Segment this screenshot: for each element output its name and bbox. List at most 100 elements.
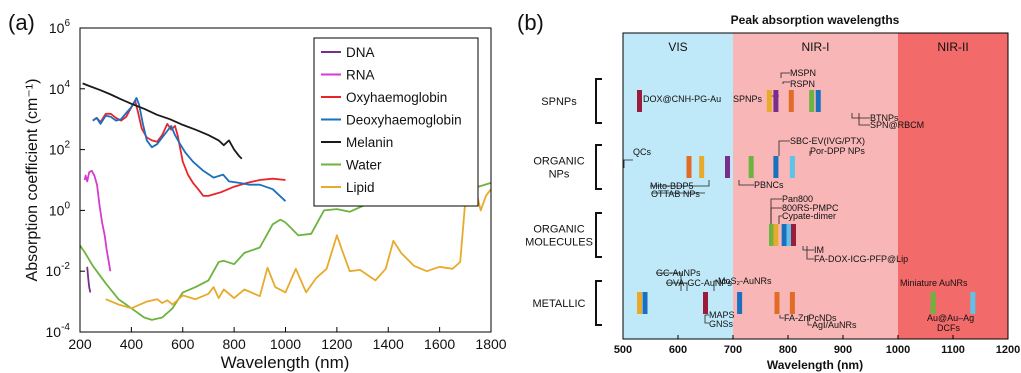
wavelength-bar — [642, 292, 648, 314]
annotation-label: Cypate-dimer — [782, 211, 836, 221]
category-label: ORGANIC NPs — [533, 156, 584, 181]
x-tick-label: 700 — [724, 344, 742, 356]
category-bracket — [595, 78, 602, 124]
panel-b-wavelength-bands: VIS NIR-I NIR-II — [623, 33, 1008, 339]
annotation-label: PBNCs — [754, 180, 784, 190]
wavelength-bar — [809, 90, 815, 112]
x-tick-label: 900 — [834, 344, 852, 356]
category-label: METALLIC — [533, 298, 586, 310]
legend-box — [313, 37, 479, 207]
x-tick-label: 200 — [68, 336, 92, 352]
wavelength-bar — [789, 156, 795, 178]
wavelength-bar — [773, 156, 779, 178]
legend-label: RNA — [346, 68, 375, 83]
legend-label: Melanin — [346, 135, 393, 150]
y-tick-label: 102 — [49, 140, 71, 158]
legend-label: Lipid — [346, 180, 375, 195]
annotation-label: Au@Au–Ag — [927, 313, 974, 323]
wavelength-bar — [699, 156, 705, 178]
x-tick-label: 1200 — [996, 344, 1020, 356]
category-bracket — [595, 280, 602, 326]
category-bracket — [595, 212, 602, 258]
annotation-label: SBC-EV(IVG/PTX) — [790, 136, 865, 146]
legend-label: Oxyhaemoglobin — [346, 90, 447, 105]
band-nir-i — [733, 33, 898, 339]
annotation-label: OVA-GC-AuNPs — [666, 278, 732, 288]
annotation-label: SPNPs — [733, 94, 763, 104]
x-tick-label: 1600 — [424, 336, 455, 352]
annotation-label: GC-AuNPs — [656, 268, 701, 278]
wavelength-bar — [769, 224, 774, 246]
annotation-label: Pan800 — [782, 194, 813, 204]
annotation-label: BTNPs — [870, 113, 899, 123]
series-line-deoxyhaemoglobin — [92, 97, 287, 202]
panel-a-y-axis-label: Absorption coefficient (cm⁻¹) — [24, 79, 41, 282]
wavelength-bar — [637, 90, 642, 112]
wavelength-bar — [725, 156, 730, 178]
band-label: NIR-II — [937, 40, 968, 54]
wavelength-bar — [686, 156, 692, 178]
annotation-label: Miniature AuNRs — [900, 278, 968, 288]
x-tick-label: 400 — [120, 336, 144, 352]
wavelength-bar — [774, 292, 780, 314]
y-tick-label: 104 — [49, 79, 71, 97]
wavelength-bar — [815, 90, 821, 112]
wavelength-bar — [737, 292, 743, 314]
wavelength-bar — [789, 292, 795, 314]
annotation-label: Mito-BDP5 — [650, 181, 694, 191]
annotation-label: IM — [814, 245, 824, 255]
category-bracket — [595, 144, 602, 190]
annotation-label: FA-ZnPcNDs — [784, 313, 837, 323]
wavelength-bar — [786, 224, 792, 246]
series-line-dna — [86, 266, 92, 293]
category-label: SPNPs — [541, 96, 577, 108]
wavelength-bar — [637, 292, 642, 314]
series-line-oxyhaemoglobin — [92, 100, 286, 197]
x-tick-label: 600 — [171, 336, 195, 352]
panel-b: (b) Peak absorption wavelengths VIS NIR-I… — [517, 10, 1020, 372]
panel-b-bars — [637, 90, 976, 314]
panel-a-x-ticks: 200 400 600 800 1000 1200 1400 1600 1800 — [68, 327, 507, 352]
panel-a-y-ticks: 106 104 102 100 10-2 10-4 — [46, 18, 85, 340]
band-nir-ii — [898, 33, 1008, 339]
annotation-label: GNSs — [709, 319, 734, 329]
panel-b-title: Peak absorption wavelengths — [731, 13, 900, 27]
y-tick-label: 10-2 — [46, 261, 71, 279]
x-tick-label: 1000 — [270, 336, 301, 352]
band-label: VIS — [668, 40, 687, 54]
wavelength-bar — [748, 156, 754, 178]
wavelength-bar — [930, 292, 936, 314]
x-tick-label: 1200 — [321, 336, 352, 352]
panel-b-annotation-labels: DOX@CNH-PG-Au SPNPs MSPN RSPN BTNPs SPN@… — [633, 68, 974, 333]
y-tick-label: 106 — [49, 18, 71, 36]
x-tick-label: 1800 — [475, 336, 506, 352]
series-line-melanin — [82, 82, 243, 160]
annotation-label: AgI/AuNRs — [812, 320, 857, 330]
annotation-label: DCFs — [937, 323, 960, 333]
panel-b-label: (b) — [517, 10, 544, 35]
x-tick-label: 1000 — [886, 344, 910, 356]
wavelength-bar — [791, 224, 796, 246]
panel-b-x-axis-label: Wavelength (nm) — [767, 358, 863, 372]
annotation-label: 800RS-PMPC — [782, 203, 839, 213]
wavelength-bar — [788, 90, 794, 112]
x-tick-label: 1100 — [941, 344, 965, 356]
x-tick-label: 600 — [669, 344, 687, 356]
panel-b-plot-frame — [622, 32, 1009, 340]
wavelength-bar — [773, 90, 779, 112]
series-line-rna — [83, 169, 112, 272]
annotation-label: FA-DOX-ICG-PFP@Lip — [814, 254, 908, 264]
band-label: NIR-I — [802, 40, 830, 54]
category-label: ORGANIC MOLECULES — [525, 224, 593, 249]
panel-a-label: (a) — [8, 10, 35, 35]
wavelength-bar — [766, 90, 772, 112]
series-line-lipid — [105, 179, 492, 310]
y-tick-label: 100 — [49, 200, 71, 218]
annotation-label: OTTAB NPs — [651, 189, 700, 199]
wavelength-bar — [781, 224, 787, 246]
legend-label: Deoxyhaemoglobin — [346, 113, 462, 128]
annotation-label: SPN@RBCM — [870, 120, 924, 130]
annotation-label: RSPN — [790, 79, 815, 89]
panel-a-x-axis-label: Wavelength (nm) — [221, 353, 350, 372]
legend-label: DNA — [346, 45, 375, 60]
